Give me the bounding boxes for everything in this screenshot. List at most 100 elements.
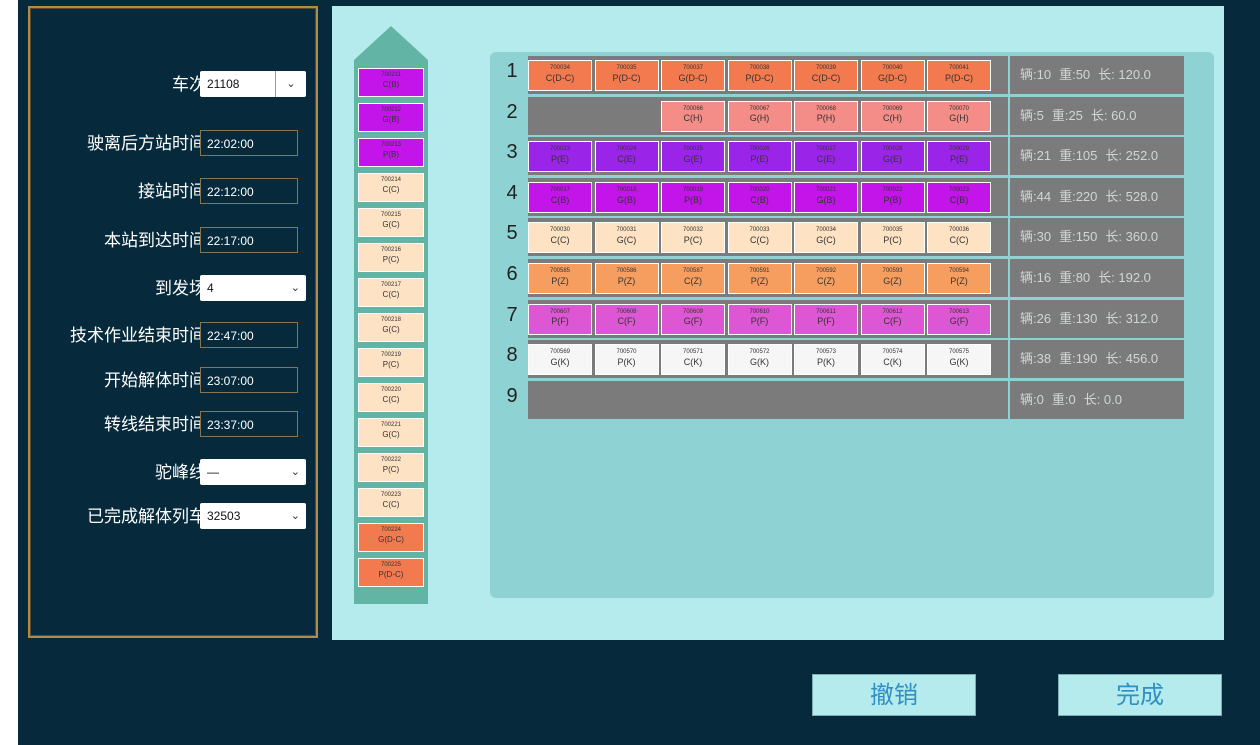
stat-length: 长: 60.0 [1090, 107, 1137, 123]
rail-car[interactable]: 700035 P(C) [860, 222, 925, 254]
undo-button[interactable]: 撤销 [812, 674, 976, 716]
select-field[interactable]: 4 ⌄ [200, 275, 306, 301]
queue-car[interactable]: 700215 G(C) [358, 208, 424, 237]
time-field[interactable]: 22:02:00 [200, 130, 298, 156]
rail-car[interactable]: 700067 G(H) [727, 100, 792, 132]
chevron-down-icon[interactable]: ⌄ [290, 510, 300, 522]
rail-car[interactable]: 700020 C(B) [727, 181, 792, 213]
select-field[interactable]: 32503 ⌄ [200, 503, 306, 529]
rail-car[interactable]: 700608 C(F) [594, 303, 659, 335]
rail-car[interactable]: 700037 G(D-C) [661, 60, 725, 91]
rail-car[interactable]: 700591 P(Z) [727, 263, 792, 294]
chevron-down-icon[interactable]: ⌄ [290, 466, 300, 478]
time-field[interactable]: 23:07:00 [200, 367, 298, 393]
rail-car[interactable]: 700594 P(Z) [927, 263, 991, 294]
car-type: P(F) [551, 316, 569, 327]
queue-car[interactable]: 700223 C(C) [358, 488, 424, 517]
rail-car[interactable]: 700572 G(K) [727, 344, 792, 376]
done-button[interactable]: 完成 [1058, 674, 1222, 716]
rail-car[interactable]: 700585 P(Z) [528, 263, 592, 294]
rail-car[interactable]: 700026 P(E) [727, 141, 792, 173]
rail-car[interactable]: 700036 C(C) [927, 222, 991, 254]
rail-car[interactable]: 700613 G(F) [927, 303, 991, 335]
queue-car[interactable]: 700214 C(C) [358, 173, 424, 202]
rail-car[interactable]: 700022 P(B) [860, 181, 925, 213]
queue-car[interactable]: 700222 P(C) [358, 453, 424, 482]
queue-car[interactable]: 700219 P(C) [358, 348, 424, 377]
rail-car[interactable]: 700593 G(Z) [860, 263, 925, 294]
chevron-down-icon[interactable]: ⌄ [275, 71, 306, 97]
rail-car[interactable]: 700041 P(D-C) [927, 60, 991, 91]
rail-car[interactable]: 700029 P(E) [927, 141, 991, 173]
rail-car[interactable]: 700070 G(H) [927, 100, 991, 132]
queue-car[interactable]: 700221 G(C) [358, 418, 424, 447]
rail-car[interactable]: 700019 P(B) [661, 181, 725, 213]
queue-car[interactable]: 700213 P(B) [358, 138, 424, 167]
rail-car[interactable]: 700040 G(D-C) [860, 60, 925, 91]
track-strip[interactable]: 700569 G(K) 700570 P(K) 700571 C(K) 700572 G(K)… [528, 340, 1008, 379]
car-type: C(D-C) [545, 72, 575, 83]
select-field[interactable]: — ⌄ [200, 459, 306, 485]
rail-car[interactable]: 700069 C(H) [860, 100, 925, 132]
chevron-down-icon[interactable]: ⌄ [290, 282, 300, 294]
rail-car[interactable]: 700609 G(F) [661, 303, 725, 335]
track-strip[interactable]: 700023 P(E) 700024 C(E) 700025 G(E) 700026 P(E)… [528, 137, 1008, 176]
time-field[interactable]: 23:37:00 [200, 411, 298, 437]
rail-car[interactable]: 700607 P(F) [528, 303, 592, 335]
rail-car[interactable]: 700571 C(K) [661, 344, 725, 376]
rail-car[interactable]: 700017 C(B) [528, 181, 592, 213]
rail-car[interactable]: 700028 G(E) [860, 141, 925, 173]
time-field[interactable]: 22:17:00 [200, 227, 298, 253]
queue-car[interactable]: 700220 C(C) [358, 383, 424, 412]
queue-car[interactable]: 700217 C(C) [358, 278, 424, 307]
queue-car[interactable]: 700218 G(C) [358, 313, 424, 342]
rail-car[interactable]: 700039 C(D-C) [794, 60, 858, 91]
track-strip[interactable]: 700034 C(D-C) 700035 P(D-C) 700037 G(D-C) 7000… [528, 56, 1008, 94]
queue-car[interactable]: 700212 G(B) [358, 103, 424, 132]
rail-car[interactable]: 700587 C(Z) [661, 263, 725, 294]
queue-car[interactable]: 700211 C(B) [358, 68, 424, 97]
track-strip[interactable]: 700017 C(B) 700018 G(B) 700019 P(B) 700020 C(B)… [528, 177, 1008, 216]
rail-car[interactable]: 700038 P(D-C) [727, 60, 792, 91]
rail-car[interactable]: 700030 C(C) [528, 222, 592, 254]
rail-car[interactable]: 700034 C(D-C) [528, 60, 592, 91]
rail-car[interactable]: 700034 G(C) [794, 222, 858, 254]
rail-car[interactable]: 700027 C(E) [794, 141, 858, 173]
rail-car[interactable]: 700023 P(E) [528, 141, 592, 173]
track-strip[interactable]: 700066 C(H) 700067 G(H) 700068 P(H) 700069 C(H)… [528, 96, 1008, 135]
rail-car[interactable]: 700024 C(E) [594, 141, 659, 173]
track-number: 7 [506, 303, 518, 326]
track-strip[interactable] [528, 380, 1008, 419]
time-field[interactable]: 22:12:00 [200, 178, 298, 204]
rail-car[interactable]: 700569 G(K) [528, 344, 592, 376]
rail-car[interactable]: 700068 P(H) [794, 100, 858, 132]
rail-car[interactable]: 700025 G(E) [661, 141, 725, 173]
rail-car[interactable]: 700570 P(K) [594, 344, 659, 376]
rail-car[interactable]: 700592 C(Z) [794, 263, 858, 294]
track-strip[interactable]: 700585 P(Z) 700586 P(Z) 700587 C(Z) 700591 P(Z)… [528, 259, 1008, 297]
time-field[interactable]: 22:47:00 [200, 322, 298, 348]
queue-body: 700211 C(B) 700212 G(B) 700213 P(B) 700214 C(C)… [354, 60, 428, 604]
queue-car[interactable]: 700225 P(D-C) [358, 558, 424, 587]
rail-car[interactable]: 700573 P(K) [794, 344, 858, 376]
rail-car[interactable]: 700021 G(B) [794, 181, 858, 213]
rail-car[interactable]: 700033 C(C) [727, 222, 792, 254]
queue-car[interactable]: 700216 P(C) [358, 243, 424, 272]
track-strip[interactable]: 700030 C(C) 700031 G(C) 700032 P(C) 700033 C(C)… [528, 218, 1008, 257]
rail-car[interactable]: 700574 C(K) [860, 344, 925, 376]
rail-car[interactable]: 700018 G(B) [594, 181, 659, 213]
stat-count: 辆:38 [1020, 351, 1052, 367]
rail-car[interactable]: 700032 P(C) [661, 222, 725, 254]
track-strip[interactable]: 700607 P(F) 700608 C(F) 700609 G(F) 700610 P(F)… [528, 299, 1008, 338]
rail-car[interactable]: 700610 P(F) [727, 303, 792, 335]
select-field[interactable]: 21108 ⌄ [200, 71, 306, 97]
rail-car[interactable]: 700612 C(F) [860, 303, 925, 335]
rail-car[interactable]: 700066 C(H) [661, 100, 725, 132]
rail-car[interactable]: 700575 G(K) [927, 344, 991, 376]
rail-car[interactable]: 700586 P(Z) [594, 263, 659, 294]
queue-car[interactable]: 700224 G(D-C) [358, 523, 424, 552]
rail-car[interactable]: 700031 G(C) [594, 222, 659, 254]
rail-car[interactable]: 700035 P(D-C) [594, 60, 659, 91]
rail-car[interactable]: 700611 P(F) [794, 303, 858, 335]
rail-car[interactable]: 700023 C(B) [927, 181, 991, 213]
